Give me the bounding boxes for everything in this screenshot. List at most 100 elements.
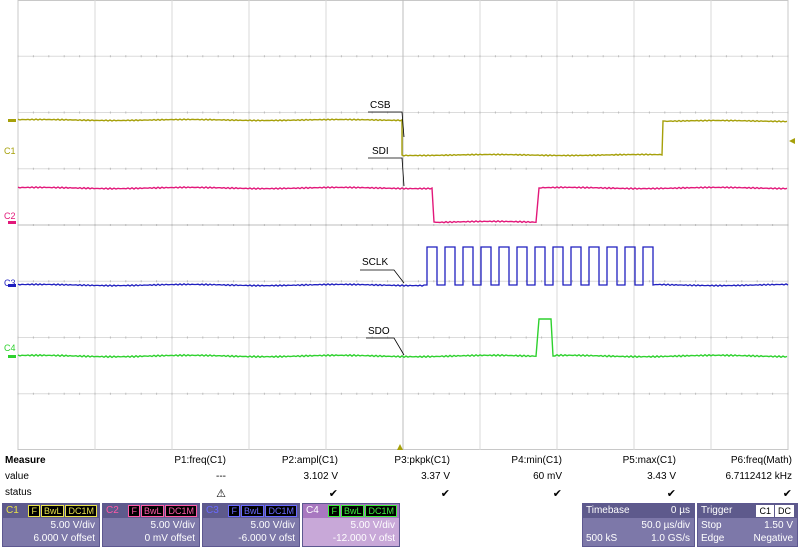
grid-tick xyxy=(479,336,481,339)
grid-tick xyxy=(156,392,158,395)
grid-tick xyxy=(679,280,681,283)
grid-tick xyxy=(525,111,527,114)
grid-tick xyxy=(94,392,96,395)
channel-tag: BwL xyxy=(40,505,65,517)
c3-marker[interactable]: C3 xyxy=(4,278,16,288)
channel-tag: BwL xyxy=(140,505,165,517)
grid-tick xyxy=(510,280,512,283)
waveform-display[interactable]: CSB SDI SCLK SDO C1 C2 C3 C4 xyxy=(0,0,800,450)
grid-tick xyxy=(571,280,573,283)
grid-tick xyxy=(79,111,81,114)
grid-tick xyxy=(756,336,758,339)
grid-tick xyxy=(279,55,281,58)
param-name[interactable]: P6:freq(Math) xyxy=(730,455,792,466)
grid-tick xyxy=(63,280,65,283)
grid-tick xyxy=(202,336,204,339)
grid-tick xyxy=(310,111,312,114)
grid-tick xyxy=(618,336,620,339)
trigger-tag: DC xyxy=(775,505,794,517)
c2-marker[interactable]: C2 xyxy=(4,211,16,221)
grid-tick xyxy=(510,55,512,58)
channel-c1-box[interactable]: C1 F BwL DC1M 5.00 V/div 6.000 V offset xyxy=(2,503,100,547)
grid-tick xyxy=(787,55,789,58)
grid-tick xyxy=(772,55,774,58)
grid-tick xyxy=(279,392,281,395)
grid-tick xyxy=(725,336,727,339)
channel-tag: DC1M xyxy=(365,505,397,517)
grid-tick xyxy=(356,167,358,170)
channel-c2-box[interactable]: C2 F BwL DC1M 5.00 V/div 0 mV offset xyxy=(102,503,200,547)
grid-tick xyxy=(710,224,712,226)
grid-tick xyxy=(494,336,496,339)
grid-tick xyxy=(664,167,666,170)
grid-tick xyxy=(125,280,127,283)
grid-tick xyxy=(356,336,358,339)
grid-tick xyxy=(541,336,543,339)
c1-marker[interactable]: C1 xyxy=(4,146,16,156)
grid-tick xyxy=(464,280,466,283)
grid-tick xyxy=(340,336,342,339)
grid-tick xyxy=(695,392,697,395)
grid-tick xyxy=(448,111,450,114)
label-leader-line xyxy=(366,337,405,356)
grid-tick xyxy=(156,224,158,226)
param-name[interactable]: P4:min(C1) xyxy=(511,455,562,466)
grid-tick xyxy=(448,280,450,283)
grid-tick xyxy=(602,111,604,114)
grid-tick xyxy=(402,392,404,395)
grid-tick xyxy=(710,111,712,114)
grid-tick xyxy=(541,167,543,170)
channel-offset: 6.000 V offset xyxy=(33,533,95,544)
grid-tick xyxy=(294,392,296,395)
grid-tick xyxy=(371,167,373,170)
grid-tick xyxy=(525,55,527,58)
grid-tick xyxy=(710,280,712,283)
grid-tick xyxy=(433,55,435,58)
grid-tick xyxy=(618,392,620,395)
grid-tick xyxy=(787,336,789,339)
trigger-box[interactable]: Trigger C1 DC Stop 1.50 V Edge Negative xyxy=(697,503,798,547)
param-name[interactable]: P2:ampl(C1) xyxy=(281,455,338,466)
grid-tick xyxy=(294,55,296,58)
channel-c4-box[interactable]: C4 F BwL DC1M 5.00 V/div -12.000 V ofst xyxy=(302,503,400,547)
grid-tick xyxy=(417,336,419,339)
param-name[interactable]: P5:max(C1) xyxy=(622,455,676,466)
trigger-slope: Negative xyxy=(753,533,793,544)
grid-tick xyxy=(741,336,743,339)
channel-tag: BwL xyxy=(240,505,265,517)
grid-tick xyxy=(571,392,573,395)
sdo-trace xyxy=(17,318,788,359)
grid-tick xyxy=(17,336,19,339)
grid-tick xyxy=(387,336,389,339)
grid-tick xyxy=(571,224,573,226)
channel-name: C2 xyxy=(106,505,119,516)
grid-tick xyxy=(233,280,235,283)
grid-tick xyxy=(156,280,158,283)
c4-marker[interactable]: C4 xyxy=(4,343,16,353)
grid-tick xyxy=(340,55,342,58)
trigger-level-marker xyxy=(789,138,795,144)
timebase-box[interactable]: Timebase 0 µs 50.0 µs/div 500 kS 1.0 GS/… xyxy=(582,503,695,547)
grid-tick xyxy=(371,336,373,339)
grid-tick xyxy=(556,111,558,114)
channel-c3-box[interactable]: C3 F BwL DC1M 5.00 V/div -6.000 V ofst xyxy=(202,503,300,547)
grid-tick xyxy=(109,167,111,170)
grid-tick xyxy=(325,224,327,226)
grid-tick xyxy=(310,55,312,58)
grid-tick xyxy=(109,55,111,58)
grid-tick xyxy=(633,111,635,114)
grid-tick xyxy=(479,280,481,283)
label-leader-line xyxy=(368,111,405,138)
param-name[interactable]: P1:freq(C1) xyxy=(174,455,226,466)
grid-tick xyxy=(48,280,50,283)
grid-tick xyxy=(479,392,481,395)
grid-tick xyxy=(556,392,558,395)
param-value: 3.102 V xyxy=(303,471,338,482)
grid-tick xyxy=(279,224,281,226)
grid-tick xyxy=(618,167,620,170)
channel-vdiv: 5.00 V/div xyxy=(150,520,195,531)
param-name[interactable]: P3:pkpk(C1) xyxy=(394,455,450,466)
channel-vdiv: 5.00 V/div xyxy=(50,520,95,531)
grid-tick xyxy=(525,280,527,283)
grid-tick xyxy=(325,280,327,283)
